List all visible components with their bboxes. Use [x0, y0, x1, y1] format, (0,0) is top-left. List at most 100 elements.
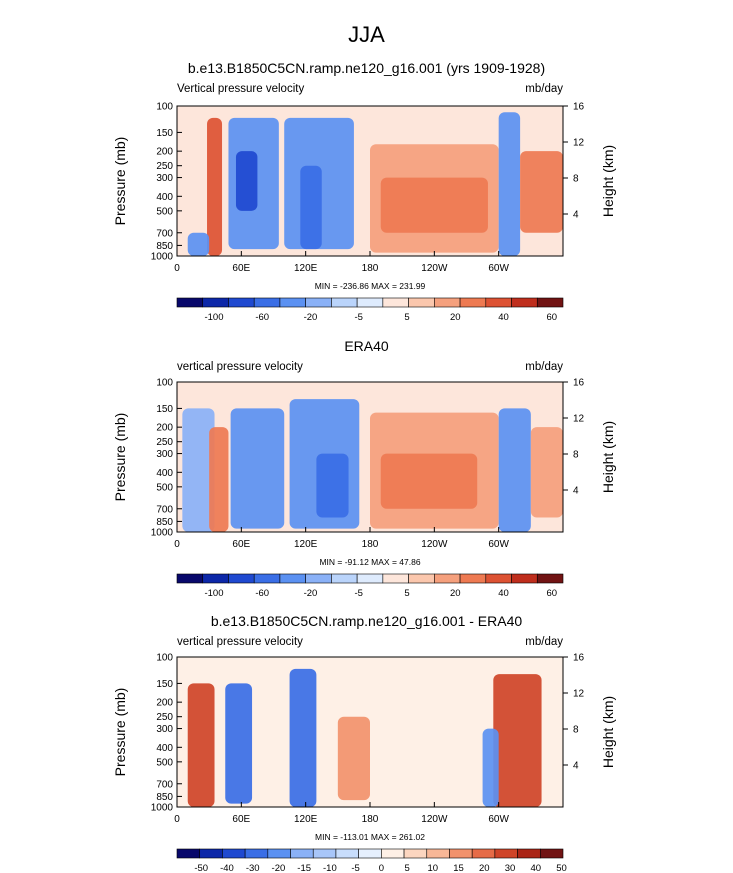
y-tick-label: 300: [156, 724, 173, 735]
x-tick-label: 120E: [294, 539, 318, 550]
x-tick-label: 0: [174, 263, 180, 274]
x-tick-label: 0: [174, 539, 180, 550]
colorbar-swatch: [517, 848, 541, 859]
height-tick-label: 16: [573, 653, 585, 664]
colorbar-label: -10: [323, 863, 337, 873]
colorbar-label: -100: [204, 312, 223, 323]
y-tick-label: 500: [156, 482, 173, 493]
y-tick-label: 1000: [151, 252, 174, 263]
y-tick-label: 250: [156, 437, 173, 448]
contour-feature: [482, 728, 499, 807]
colorbar-swatch: [381, 848, 405, 859]
colorbar-label: -100: [204, 588, 223, 599]
y-tick-label: 850: [156, 241, 173, 252]
colorbar-label: -20: [304, 312, 318, 323]
contour-feature: [187, 232, 210, 256]
height-tick-label: 12: [573, 689, 585, 700]
panel-3-variable-label: vertical pressure velocity: [177, 636, 303, 648]
contour-feature: [493, 674, 542, 807]
panel-2-variable-label: vertical pressure velocity: [177, 361, 303, 373]
y-tick-label: 100: [156, 378, 173, 389]
panel-1-min-max: MIN = -236.86 MAX = 231.99: [314, 281, 426, 291]
contour-feature: [498, 408, 531, 532]
y-tick-label: 250: [156, 161, 173, 172]
panel-1-units-label: mb/day: [525, 83, 563, 95]
panel-3-units-label: mb/day: [525, 636, 563, 648]
x-tick-label: 60E: [232, 263, 250, 274]
colorbar-swatch: [222, 848, 246, 859]
colorbar-label: 40: [498, 588, 509, 599]
y-tick-label: 400: [156, 468, 173, 479]
contour-feature: [289, 668, 317, 807]
contour-feature: [230, 408, 285, 529]
colorbar-label: -5: [355, 312, 363, 323]
y-axis-label: Pressure (mb): [112, 137, 128, 226]
colorbar-label: -20: [304, 588, 318, 599]
panel-2-title: ERA40: [344, 338, 389, 354]
x-tick-label: 0: [174, 814, 180, 825]
height-tick-label: 8: [573, 450, 579, 461]
contour-feature: [209, 427, 229, 532]
colorbar-swatch: [426, 848, 450, 859]
colorbar-swatch: [199, 848, 223, 859]
colorbar-label: 5: [404, 312, 409, 323]
colorbar-label: 40: [530, 863, 541, 873]
contour-feature: [498, 112, 521, 257]
y-tick-label: 150: [156, 128, 173, 139]
y-tick-label: 300: [156, 449, 173, 460]
contour-feature: [300, 165, 322, 250]
x-tick-label: 60W: [488, 814, 509, 825]
colorbar-label: 10: [428, 863, 439, 873]
contour-feature: [187, 683, 215, 807]
y-tick-label: 700: [156, 504, 173, 515]
colorbar-swatch: [471, 848, 496, 859]
x-tick-label: 180: [362, 814, 379, 825]
colorbar-label: -40: [220, 863, 234, 873]
y-tick-label: 150: [156, 679, 173, 690]
x-tick-label: 180: [362, 263, 379, 274]
x-tick-label: 180: [362, 539, 379, 550]
y-tick-label: 400: [156, 743, 173, 754]
colorbar-swatch: [494, 848, 518, 859]
height-tick-label: 12: [573, 414, 585, 425]
height-tick-label: 16: [573, 102, 585, 113]
colorbar-label: 0: [379, 863, 384, 873]
colorbar-label: 5: [404, 863, 409, 873]
height-axis-label: Height (km): [600, 145, 616, 217]
y-tick-label: 300: [156, 173, 173, 184]
colorbar-label: -20: [272, 863, 286, 873]
colorbar-swatch: [244, 848, 269, 859]
colorbar-swatch: [539, 848, 564, 859]
colorbar-label: -30: [246, 863, 260, 873]
y-tick-label: 150: [156, 404, 173, 415]
colorbar-label: 30: [505, 863, 516, 873]
y-tick-label: 250: [156, 712, 173, 723]
y-tick-label: 700: [156, 779, 173, 790]
colorbar-label: 50: [556, 863, 567, 873]
y-tick-label: 100: [156, 102, 173, 113]
height-axis-label: Height (km): [600, 421, 616, 493]
contour-feature: [182, 408, 215, 532]
y-tick-label: 100: [156, 653, 173, 664]
y-tick-label: 200: [156, 147, 173, 158]
colorbar-swatch: [290, 848, 314, 859]
panel-1-title: b.e13.B1850C5CN.ramp.ne120_g16.001 (yrs …: [187, 60, 546, 76]
panel-3-title: b.e13.B1850C5CN.ramp.ne120_g16.001 - ERA…: [210, 613, 523, 629]
contour-feature: [337, 716, 370, 801]
y-tick-label: 500: [156, 757, 173, 768]
height-tick-label: 8: [573, 174, 579, 185]
colorbar-label: 20: [450, 312, 461, 323]
colorbar-swatch: [267, 848, 291, 859]
x-tick-label: 60W: [488, 263, 509, 274]
colorbar-label: -15: [297, 863, 311, 873]
y-tick-label: 1000: [151, 528, 174, 539]
panel-2-min-max: MIN = -91.12 MAX = 47.86: [319, 557, 421, 567]
y-tick-label: 1000: [151, 803, 174, 814]
y-tick-label: 400: [156, 192, 173, 203]
panel-3-min-max: MIN = -113.01 MAX = 261.02: [315, 832, 425, 842]
colorbar-label: -5: [355, 588, 363, 599]
colorbar-swatch: [335, 848, 359, 859]
height-tick-label: 4: [573, 210, 579, 221]
height-axis-label: Height (km): [600, 696, 616, 768]
